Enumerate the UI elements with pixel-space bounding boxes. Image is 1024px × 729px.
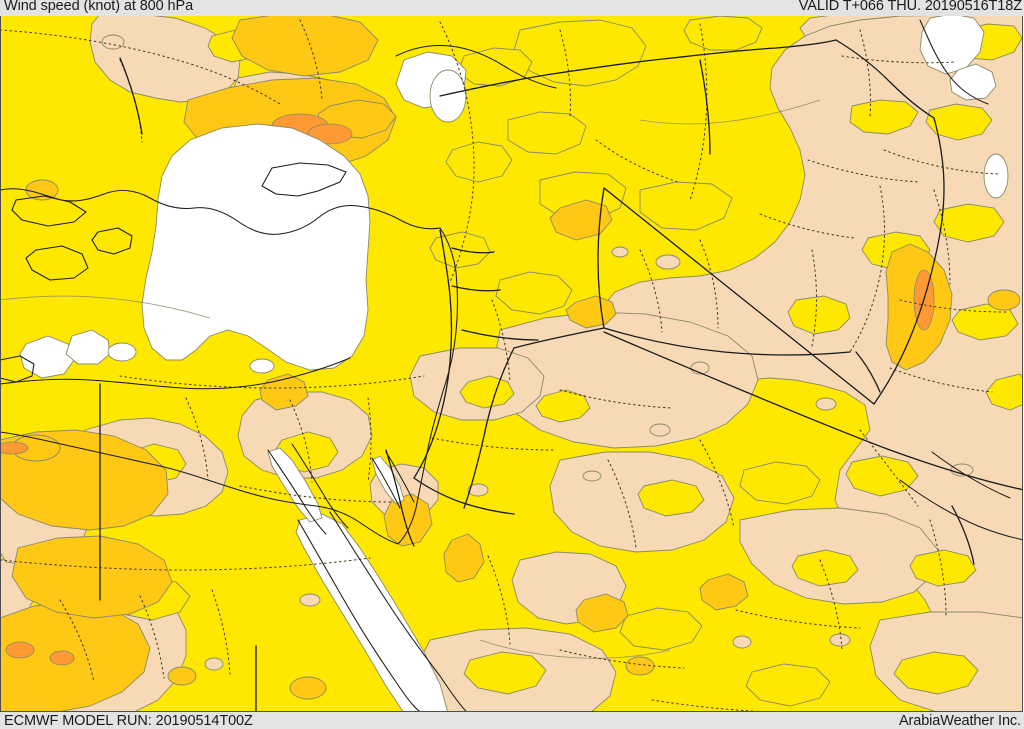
fill-yellow-intrusions [29, 15, 1023, 707]
page-title: Wind speed (knot) at 800 hPa [4, 0, 194, 14]
valid-time-label: VALID T+066 THU. 20190516T18Z [798, 0, 1022, 14]
fill-gold-regions [0, 14, 1021, 712]
coastlines [0, 19, 1023, 712]
footer-bar: ECMWF MODEL RUN: 20190514T00Z ArabiaWeat… [0, 712, 1024, 729]
header-bar: Wind speed (knot) at 800 hPa VALID T+066… [0, 0, 1024, 16]
contour-lines [0, 99, 821, 659]
model-run-label: ECMWF MODEL RUN: 20190514T00Z [4, 713, 253, 729]
country-borders [99, 39, 1023, 712]
brand-label: ArabiaWeather Inc. [898, 713, 1021, 729]
fill-calm-regions [19, 14, 1009, 712]
admin-boundaries [0, 19, 1007, 712]
